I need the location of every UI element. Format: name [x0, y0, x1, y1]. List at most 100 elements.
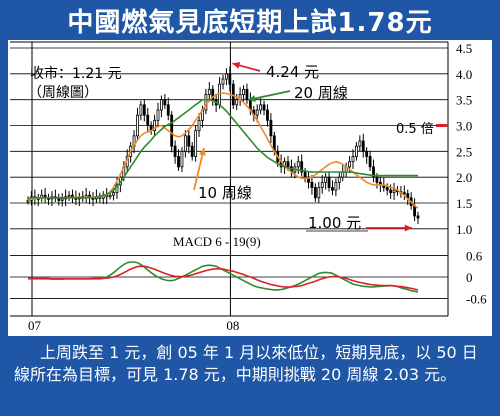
x-tick-label: 08 — [226, 318, 239, 333]
price-candle — [187, 135, 191, 147]
y-tick-label: 3.0 — [456, 119, 472, 134]
price-candle — [334, 181, 338, 191]
price-candle — [207, 88, 211, 95]
price-candle — [235, 99, 239, 106]
price-candle — [160, 99, 163, 111]
y-tick-label: 3.5 — [456, 93, 472, 108]
caption-text: 上周跌至 1 元，創 05 年 1 月以來低位，短期見底，以 50 日線所在為目… — [14, 343, 478, 384]
price-candle — [153, 119, 156, 132]
price-candle — [375, 176, 379, 183]
price-candle — [197, 119, 201, 132]
price-candle — [310, 181, 314, 188]
price-candle — [385, 187, 389, 191]
price-candle — [112, 192, 115, 196]
chart-svg: 4.5 4.0 3.5 3.0 2.5 2.0 1.5 1.0 0.6 0 -0.6 07 08 收市：… — [10, 41, 487, 333]
close-label: 收市：1.21 元 — [30, 65, 122, 82]
price-candle — [166, 104, 170, 116]
price-candle — [177, 156, 180, 168]
chart-title: 中國燃氣見底短期上試1.78元 — [67, 7, 433, 38]
price-candle — [317, 187, 321, 199]
x-tick-label: 07 — [28, 318, 42, 333]
ma20-line — [27, 98, 418, 200]
price-candle — [358, 140, 362, 147]
low-arrow-head — [404, 224, 412, 232]
axis-labels: 4.5 4.0 3.5 3.0 2.5 2.0 1.5 1.0 0.6 0 -0.6 07 08 — [28, 41, 487, 333]
macd-tick-label: -0.6 — [466, 291, 487, 306]
price-candle — [307, 176, 310, 183]
y-tick-label: 2.5 — [456, 144, 472, 159]
macd-panel — [28, 261, 419, 293]
price-candle — [361, 140, 365, 152]
price-candle — [245, 88, 249, 101]
moving-average-lines — [27, 92, 419, 209]
price-candle — [180, 150, 184, 168]
price-candle — [337, 176, 341, 183]
price-candle — [389, 189, 393, 194]
price-candle — [269, 119, 273, 137]
price-candle — [296, 161, 300, 168]
price-candle — [324, 176, 328, 183]
price-candle — [190, 145, 194, 157]
y-tick-label: 1.5 — [456, 196, 472, 211]
price-candle — [139, 104, 143, 116]
price-candle — [170, 114, 174, 147]
low-label: 1.00 元 — [308, 214, 361, 232]
ma10-arrow-head — [198, 148, 206, 156]
price-candle — [286, 161, 290, 168]
price-candle — [266, 109, 269, 121]
price-candle — [320, 181, 324, 188]
price-candle — [26, 200, 30, 203]
price-candle — [351, 156, 355, 163]
price-candle — [331, 187, 334, 191]
price-candle — [259, 104, 263, 111]
ma10-label: 10 周線 — [198, 184, 252, 202]
high-arrow-head — [232, 61, 241, 69]
price-candle — [225, 73, 228, 80]
price-candle — [303, 171, 307, 178]
price-candle — [300, 161, 304, 173]
y-tick-label: 4.5 — [456, 41, 472, 56]
macd-title: MACD 6 - 19(9) — [173, 234, 261, 249]
price-candle — [108, 194, 112, 198]
period-label: （周線圖） — [28, 85, 98, 101]
y-tick-label: 1.0 — [456, 222, 472, 237]
price-candle — [163, 99, 167, 106]
y-tick-label: 2.0 — [456, 170, 472, 185]
price-candle — [142, 104, 146, 116]
price-candle — [67, 194, 71, 198]
macd-signal-line — [28, 265, 419, 291]
macd-tick-label: 0 — [466, 270, 473, 285]
price-candle — [173, 145, 177, 157]
ma20-arrow-head — [248, 95, 256, 102]
annotations: 收市：1.21 元 （周線圖） 4.24 元 20 周線 10 周線 0.5 倍… — [28, 63, 434, 249]
price-candle — [228, 73, 232, 85]
price-candle — [262, 104, 266, 111]
price-candle — [372, 166, 375, 178]
price-candle — [368, 156, 372, 168]
price-candle — [146, 114, 150, 126]
y-tick-label: 4.0 — [456, 67, 472, 82]
price-candle — [242, 88, 245, 95]
price-candle — [60, 198, 64, 201]
price-candle — [313, 187, 317, 199]
chart-area: 4.5 4.0 3.5 3.0 2.5 2.0 1.5 1.0 0.6 0 -0.6 07 08 收市：… — [8, 40, 492, 336]
price-candle — [156, 109, 160, 121]
price-candle — [365, 150, 369, 157]
price-candle — [402, 192, 406, 195]
price-candle — [136, 114, 139, 137]
price-candle — [355, 145, 358, 157]
price-candle — [327, 176, 331, 188]
price-candle — [348, 161, 351, 168]
ma20-label: 20 周線 — [294, 84, 348, 102]
price-candle — [115, 184, 119, 194]
price-candle — [416, 215, 420, 219]
price-candle — [194, 130, 198, 157]
price-candle — [392, 189, 396, 194]
price-candle — [204, 94, 208, 111]
high-label: 4.24 元 — [266, 63, 319, 81]
price-candle — [211, 88, 215, 101]
annotation-arrows — [193, 61, 448, 232]
ratio-label: 0.5 倍 — [396, 122, 434, 137]
price-candle — [221, 78, 225, 85]
price-candle — [255, 109, 259, 116]
